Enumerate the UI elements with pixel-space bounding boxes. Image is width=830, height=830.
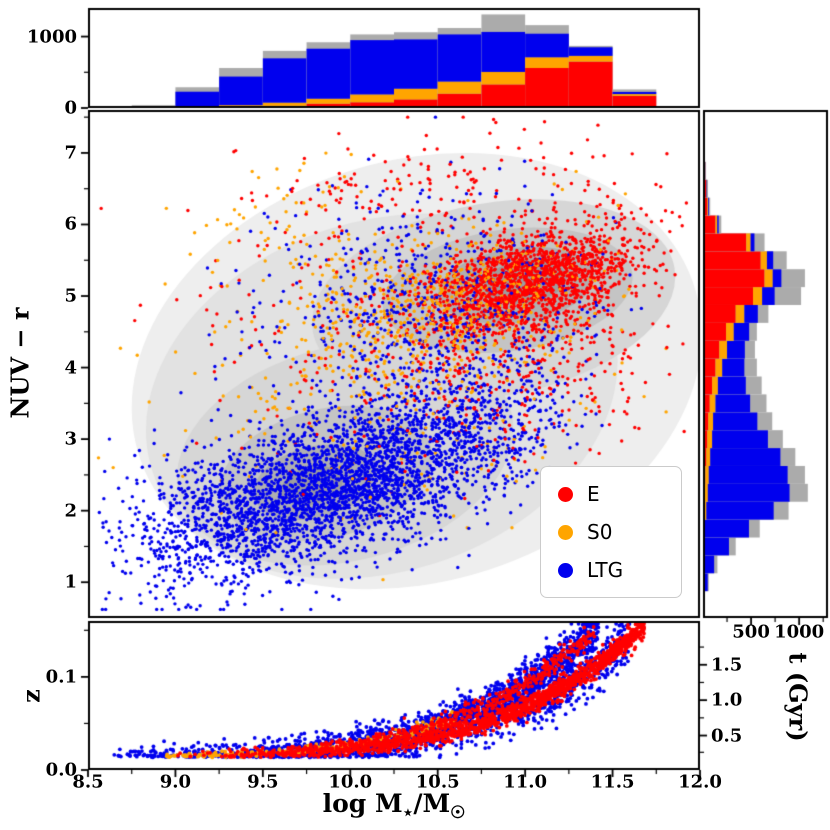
legend-label-e: E [587,482,600,506]
legend-swatch-ltg-icon [558,562,573,578]
main-y-axis-label: NUV − r [5,307,35,419]
legend-label-s0: S0 [587,520,613,544]
x-axis-label-prefix: log M [322,789,403,818]
x-axis-label: log M⋆/M☉ [323,789,466,823]
x-axis-label-mid: /M [413,789,451,818]
legend-item-e: E [558,482,681,506]
legend-label-ltg: LTG [587,558,624,582]
legend-item-s0: S0 [558,520,681,544]
star-subscript: ⋆ [402,803,414,823]
bottom-right-axis-label: t (Gyr) [783,652,813,742]
legend: E S0 LTG [540,466,682,598]
legend-swatch-e-icon [558,486,573,502]
legend-swatch-s0-icon [558,524,573,540]
sun-subscript: ☉ [450,803,466,823]
legend-item-ltg: LTG [558,558,681,582]
bottom-y-axis-label: z [16,689,46,703]
